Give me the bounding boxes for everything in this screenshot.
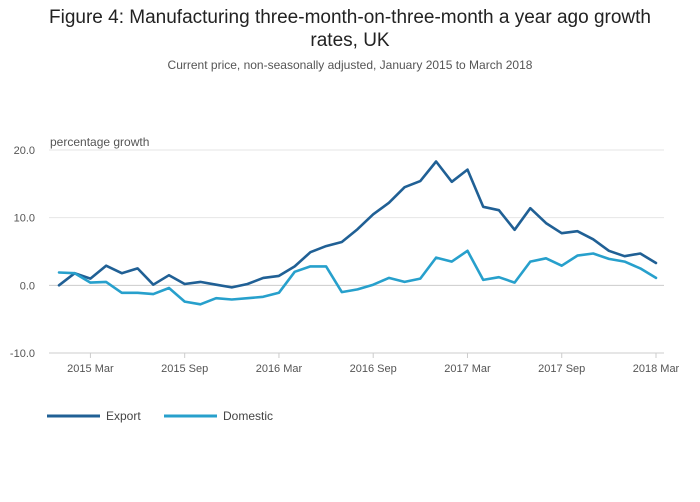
y-tick-label: 10.0 [14, 213, 35, 225]
legend-item-domestic[interactable]: Domestic [164, 409, 273, 423]
chart-title-line-1: Figure 4: Manufacturing three-month-on-t… [49, 7, 651, 28]
y-axis-label: percentage growth [50, 135, 149, 149]
x-axis: 2015 Mar 2015 Sep 2016 Mar 2016 Sep 2017 Mar… [49, 352, 680, 375]
x-tick-label: 2017 Sep [538, 363, 585, 375]
legend[interactable]: Export Domestic [47, 409, 273, 423]
x-tick-label: 2015 Mar [67, 363, 114, 375]
y-tick-label: 0.0 [20, 280, 35, 292]
chart-title: Figure 4: Manufacturing three-month-on-t… [0, 6, 700, 52]
legend-item-export[interactable]: Export [47, 409, 141, 423]
chart-title-line-2: rates, UK [310, 30, 390, 51]
x-tick-label: 2018 Mar [633, 363, 680, 375]
legend-label: Export [106, 409, 141, 423]
series-line-domestic [57, 249, 658, 306]
gridlines [49, 149, 664, 354]
legend-label: Domestic [223, 409, 273, 423]
x-tick-label: 2016 Mar [256, 363, 303, 375]
series-line-export [57, 160, 658, 289]
x-tick-label: 2017 Mar [444, 363, 491, 375]
x-tick-label: 2016 Sep [350, 363, 397, 375]
x-tick-label: 2015 Sep [161, 363, 208, 375]
y-tick-label: 20.0 [14, 145, 35, 157]
chart-subtitle: Current price, non-seasonally adjusted, … [167, 58, 533, 72]
y-tick-label: -10.0 [10, 348, 35, 360]
y-axis: -10.0 0.0 10.0 20.0 [10, 145, 35, 360]
series-lines [57, 160, 658, 306]
